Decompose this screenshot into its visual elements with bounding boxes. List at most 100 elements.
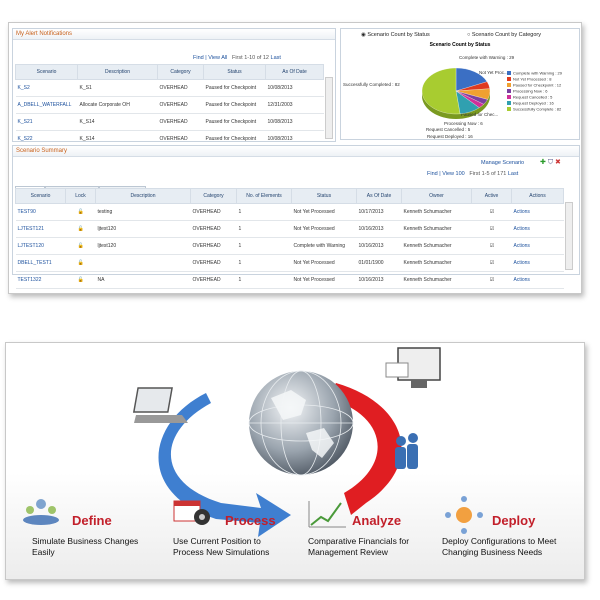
active-checkbox[interactable]: ☑ [471,237,512,255]
pie-slice [421,67,461,115]
lock-icon: 🔓 [65,254,96,272]
actions-link[interactable]: Actions [511,220,564,238]
pie-callout: Successfully Completed : 82 [343,82,400,87]
step-text: Use Current Position to Process New Simu… [173,536,270,557]
cell: Allocate Corporate OH [77,96,158,114]
active-checkbox[interactable]: ☑ [471,254,512,272]
range: 1-10 of 12 [244,55,269,61]
cell: Not Yet Processed [291,271,357,289]
header-row: Scenario Lock Description Category No. of El… [15,188,564,204]
cell: 10/16/2013 [356,220,402,238]
first-label: First [469,171,481,177]
legend-label: Paused for Checkpoint : 12 [513,83,562,88]
cell: 1 [236,254,292,272]
pie-callout: Not Yet Proc... [479,70,508,75]
actions-link[interactable]: Actions [511,254,564,272]
scenario-link[interactable]: A_DBELL_WATERFALL [15,96,78,114]
alerts-title: My Alert Notifications [13,29,335,40]
tab-category[interactable]: Scenario Count by Category [471,32,541,38]
cell: OVERHEAD [190,203,237,221]
view-link[interactable]: View 100 [442,171,465,177]
pie-callout: Request Cancelled : 5 [426,127,471,132]
cell: Kenneth Schumacher [401,237,472,255]
lock-icon: 🔓 [65,220,96,238]
pie-callout: Processing Now : 6 [444,121,483,126]
legend-swatch [507,77,511,81]
active-checkbox[interactable]: ☑ [471,203,512,221]
actions-link[interactable]: Actions [511,237,564,255]
cell: OVERHEAD [190,220,237,238]
scenario-link[interactable]: K_S21 [15,113,78,131]
cell: OVERHEAD [157,79,204,97]
laptop-icon [132,387,188,423]
summary-panel: Scenario Summary Manage Scenario ✚ ⛉ ✖ S… [12,145,580,289]
cell: Not Yet Processed [291,203,357,221]
column-header: Lock [65,188,96,204]
pie-slice [455,67,488,92]
last-link[interactable]: Last [270,55,281,61]
cell: Paused for Checkpoint [203,113,266,131]
summary-row: DBELL_TEST1 🔓 OVERHEAD 1 Not Yet Processed 01… [15,254,564,272]
scrollbar[interactable] [325,77,333,139]
cell[interactable]: TEST1322 [15,271,66,289]
pie-callout: Complete with Warning : 29 [459,55,515,60]
cell: K_S14 [77,113,158,131]
scenario-link[interactable]: K_S2 [15,79,78,97]
step-text: Simulate Business Changes Easily [32,536,139,557]
cell: 1 [236,220,292,238]
step-title: Analyze [352,513,402,528]
view-all-link[interactable]: View All [208,55,228,61]
tab-status[interactable]: Scenario Count by Status [367,32,430,38]
legend-swatch [507,95,511,99]
cell[interactable]: TEST90 [15,203,66,221]
actions-link[interactable]: Actions [511,271,564,289]
active-checkbox[interactable]: ☑ [471,271,512,289]
legend-swatch [507,83,511,87]
cell[interactable]: DBELL_TEST1 [15,254,66,272]
alert-row: K_S21 K_S14 OVERHEAD Paused for Checkpoint 1… [15,113,324,131]
red-arrow [326,383,402,515]
pie-callout: Request Deployed : 16 [427,134,473,139]
summary-title: Scenario Summary [13,146,579,157]
lock-icon: 🔓 [65,237,96,255]
cell: 1 [236,237,292,255]
column-header: As Of Date [356,188,402,204]
cell: 10/08/2013 [265,113,324,131]
cell: NA [95,271,191,289]
cell[interactable]: LJTEST120 [15,237,66,255]
legend-swatch [507,89,511,93]
scrollbar[interactable] [565,202,573,270]
column-header: Scenario [15,188,66,204]
legend-swatch [507,107,511,111]
toolbar-icons[interactable]: ✚ ⛉ ✖ [540,159,561,166]
column-header: Actions [511,188,564,204]
cell: 01/01/1900 [356,254,402,272]
column-header: Description [77,64,158,80]
find-link[interactable]: Find [193,55,204,61]
cell: ljtest120 [95,237,191,255]
step-text: Deploy Configurations to Meet Changing B… [442,536,557,557]
summary-row: LJTEST120 🔓 ljtest120 OVERHEAD 1 Complete wit… [15,237,564,255]
cell: Complete with Warning [291,237,357,255]
deploy-icon [445,496,483,534]
summary-row: LJTEST121 🔓 ljtest120 OVERHEAD 1 Not Yet Proc… [15,220,564,238]
cell: 12/31/2003 [265,96,324,114]
radio-status[interactable]: ◉ Scenario Count by Status [361,32,430,38]
actions-link[interactable]: Actions [511,203,564,221]
radio-category[interactable]: ○ Scenario Count by Category [467,32,541,38]
cell: OVERHEAD [190,254,237,272]
alerts-panel: My Alert Notifications Find | View All F… [12,28,336,148]
lock-icon: 🔓 [65,203,96,221]
last-link[interactable]: Last [507,171,519,177]
cell: OVERHEAD [157,113,204,131]
cell: testing [95,203,191,221]
active-checkbox[interactable]: ☑ [471,220,512,238]
summary-nav: Find | View 100 First 1-5 of 171 Last [427,171,519,177]
define-icon [23,499,59,525]
manage-link[interactable]: Manage Scenario [481,160,525,166]
find-link[interactable]: Find [427,171,438,177]
summary-table: Scenario Lock Description Category No. of El… [15,188,564,289]
cell: Not Yet Processed [291,220,357,238]
column-header: Owner [401,188,472,204]
cell[interactable]: LJTEST121 [15,220,66,238]
